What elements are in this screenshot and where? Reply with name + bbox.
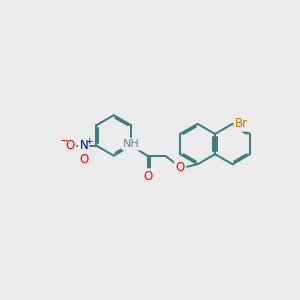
Text: Br: Br [235,117,248,130]
Text: O: O [143,170,152,183]
Text: O: O [79,153,88,166]
Text: +: + [85,136,93,146]
Text: N: N [80,139,88,152]
Text: −: − [60,136,69,146]
Text: O: O [66,139,75,152]
Text: O: O [176,161,185,174]
Text: NH: NH [123,139,140,149]
